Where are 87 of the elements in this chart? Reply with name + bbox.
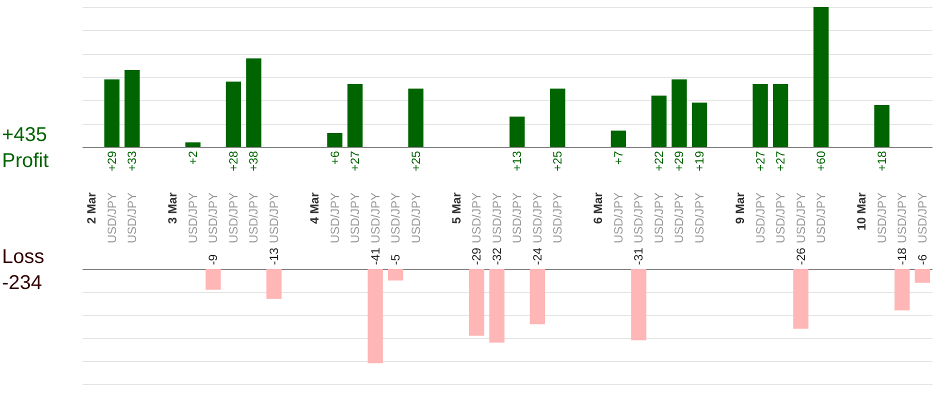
bar	[550, 88, 566, 147]
x-tick-label: 5 Mar	[449, 192, 464, 224]
x-tick-label: 4 Mar	[308, 192, 322, 224]
x-tick-label: USD/JPY	[186, 192, 200, 244]
bar	[327, 133, 342, 147]
x-tick-label: USD/JPY	[470, 192, 484, 244]
bar	[408, 88, 424, 147]
x-tick-label: 10 Mar	[854, 192, 869, 231]
data-label: +29	[104, 150, 119, 172]
data-label: +29	[672, 150, 686, 172]
data-label: +27	[348, 150, 362, 172]
x-tick-label: USD/JPY	[550, 192, 565, 244]
x-tick-label: USD/JPY	[774, 192, 788, 244]
bar	[772, 84, 788, 147]
x-tick-label: USD/JPY	[206, 192, 220, 244]
text: +435	[2, 124, 48, 146]
bar	[651, 96, 667, 147]
data-label: +33	[125, 150, 140, 172]
x-tick-label: USD/JPY	[368, 192, 382, 244]
data-label: -9	[206, 254, 220, 265]
text: Profit	[2, 150, 50, 172]
x-tick-label: USD/JPY	[490, 192, 504, 244]
x-tick-label: USD/JPY	[328, 192, 342, 244]
bar	[672, 79, 687, 147]
x-tick-label: USD/JPY	[611, 192, 626, 244]
x-tick-label: USD/JPY	[348, 192, 362, 244]
bar	[510, 116, 525, 147]
data-label: -29	[470, 247, 484, 265]
data-label: +19	[692, 150, 706, 172]
data-label: +28	[226, 150, 240, 172]
bar	[246, 58, 262, 147]
x-tick-label: 3 Mar	[166, 192, 180, 224]
x-tick-label: USD/JPY	[915, 192, 930, 244]
data-label: +13	[510, 150, 524, 172]
x-tick-label: USD/JPY	[692, 192, 706, 244]
data-label: +27	[774, 150, 788, 172]
x-tick-label: USD/JPY	[672, 192, 686, 244]
x-tick-label: USD/JPY	[652, 192, 666, 244]
x-tick-label: USD/JPY	[874, 192, 889, 244]
data-label: +22	[652, 150, 666, 172]
x-tick-label: USD/JPY	[530, 192, 544, 244]
bar	[104, 79, 120, 147]
data-label: +18	[874, 150, 889, 172]
x-tick-label: USD/JPY	[104, 192, 119, 244]
data-label: -6	[915, 254, 930, 265]
x-tick-label: USD/JPY	[632, 192, 646, 244]
bar	[610, 130, 626, 147]
x-tick-label: USD/JPY	[510, 192, 524, 244]
text: Loss	[2, 246, 44, 268]
bar	[752, 84, 768, 147]
data-label: -31	[632, 247, 646, 265]
x-tick-label: USD/JPY	[246, 192, 261, 244]
x-tick-label: USD/JPY	[895, 192, 910, 244]
x-tick-label: 9 Mar	[733, 192, 748, 224]
data-label: +25	[550, 150, 565, 172]
bar	[347, 84, 363, 147]
data-label: +38	[246, 150, 261, 172]
data-label: -13	[266, 247, 281, 265]
data-label: -24	[530, 247, 544, 265]
text: -234	[2, 272, 42, 294]
x-tick-label: USD/JPY	[388, 192, 403, 244]
data-label: +27	[753, 150, 768, 172]
data-label: -26	[794, 247, 808, 265]
x-tick-label: 6 Mar	[591, 192, 606, 224]
bar	[226, 82, 242, 147]
data-label: -5	[388, 254, 403, 265]
bar	[185, 142, 201, 147]
x-tick-label: USD/JPY	[814, 192, 828, 244]
data-label: -32	[490, 247, 504, 265]
bar	[813, 7, 829, 147]
x-tick-label: USD/JPY	[125, 192, 140, 244]
x-tick-label: USD/JPY	[266, 192, 281, 244]
x-tick-label: USD/JPY	[753, 192, 768, 244]
data-label: +2	[186, 150, 200, 165]
data-label: +6	[328, 150, 342, 165]
x-tick-label: USD/JPY	[408, 192, 423, 244]
x-tick-label: USD/JPY	[794, 192, 808, 244]
bar	[692, 102, 708, 147]
data-label: -18	[895, 247, 910, 265]
bar	[874, 105, 890, 147]
bar	[124, 70, 140, 147]
x-tick-label: USD/JPY	[226, 192, 240, 244]
x-tick-label: 2 Mar	[84, 192, 99, 224]
data-label: -41	[368, 247, 382, 265]
data-label: +7	[611, 150, 626, 165]
data-label: +60	[814, 150, 828, 172]
data-label: +25	[408, 150, 423, 172]
